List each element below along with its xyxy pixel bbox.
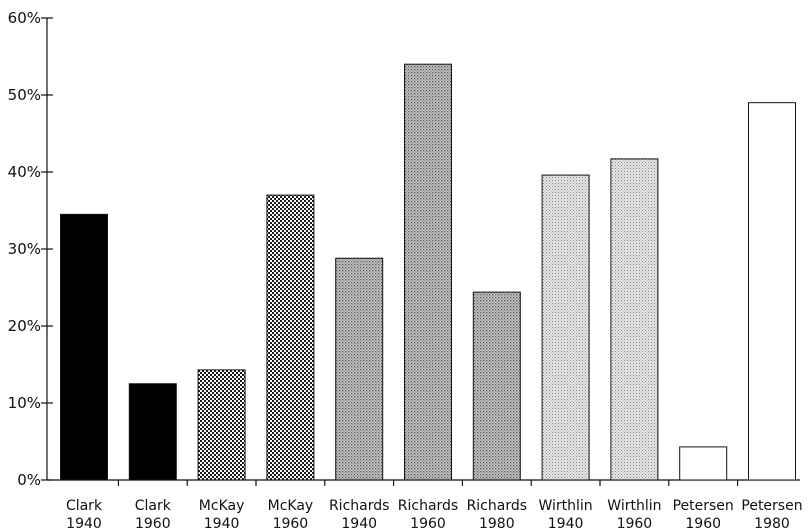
x-tick-label-year: 1940	[548, 516, 584, 530]
x-tick-label-name: Wirthlin	[538, 498, 592, 514]
y-tick-label: 20%	[8, 317, 41, 335]
y-tick-label: 40%	[8, 163, 41, 181]
y-tick-label: 30%	[8, 240, 41, 258]
y-tick-label: 10%	[8, 394, 41, 412]
x-tick-label-year: 1960	[273, 516, 309, 530]
x-tick-label-name: Clark	[135, 498, 172, 514]
x-tick-label-name: Richards	[329, 498, 389, 514]
bar	[679, 446, 728, 481]
bar	[266, 194, 315, 481]
bar	[404, 63, 452, 481]
x-tick-label-name: Petersen	[673, 498, 734, 514]
x-tick-label-year: 1940	[204, 516, 240, 530]
x-tick-label-year: 1960	[135, 516, 171, 530]
x-tick-label-year: 1940	[341, 516, 377, 530]
bar	[748, 102, 796, 481]
bars	[60, 63, 796, 481]
y-tick-label: 0%	[17, 471, 41, 489]
x-tick-label-year: 1940	[66, 516, 102, 530]
x-tick-label-name: McKay	[268, 498, 314, 514]
x-tick-label-name: Wirthlin	[607, 498, 661, 514]
bar	[610, 158, 659, 481]
x-tick-label-name: Petersen	[741, 498, 802, 514]
bar	[472, 291, 521, 481]
bar	[128, 383, 177, 481]
bar	[197, 369, 246, 481]
x-tick-label-name: Clark	[66, 498, 103, 514]
y-tick-label: 60%	[8, 9, 41, 27]
x-tick-label-year: 1980	[754, 516, 790, 530]
y-tick-label: 50%	[8, 86, 41, 104]
x-tick-label-name: McKay	[199, 498, 245, 514]
x-tick-label-name: Richards	[467, 498, 527, 514]
x-tick-label-year: 1960	[410, 516, 446, 530]
x-tick-label-year: 1960	[617, 516, 653, 530]
x-tick-label-name: Richards	[398, 498, 458, 514]
bar	[335, 257, 384, 481]
bar	[60, 213, 108, 481]
x-tick-label-year: 1980	[479, 516, 515, 530]
x-tick-label-year: 1960	[685, 516, 721, 530]
labels: 0% 10% 20% 30% 40% 50% 60% Clark 1940 Clark 1960 Mc…	[8, 9, 803, 530]
bar	[541, 174, 590, 481]
